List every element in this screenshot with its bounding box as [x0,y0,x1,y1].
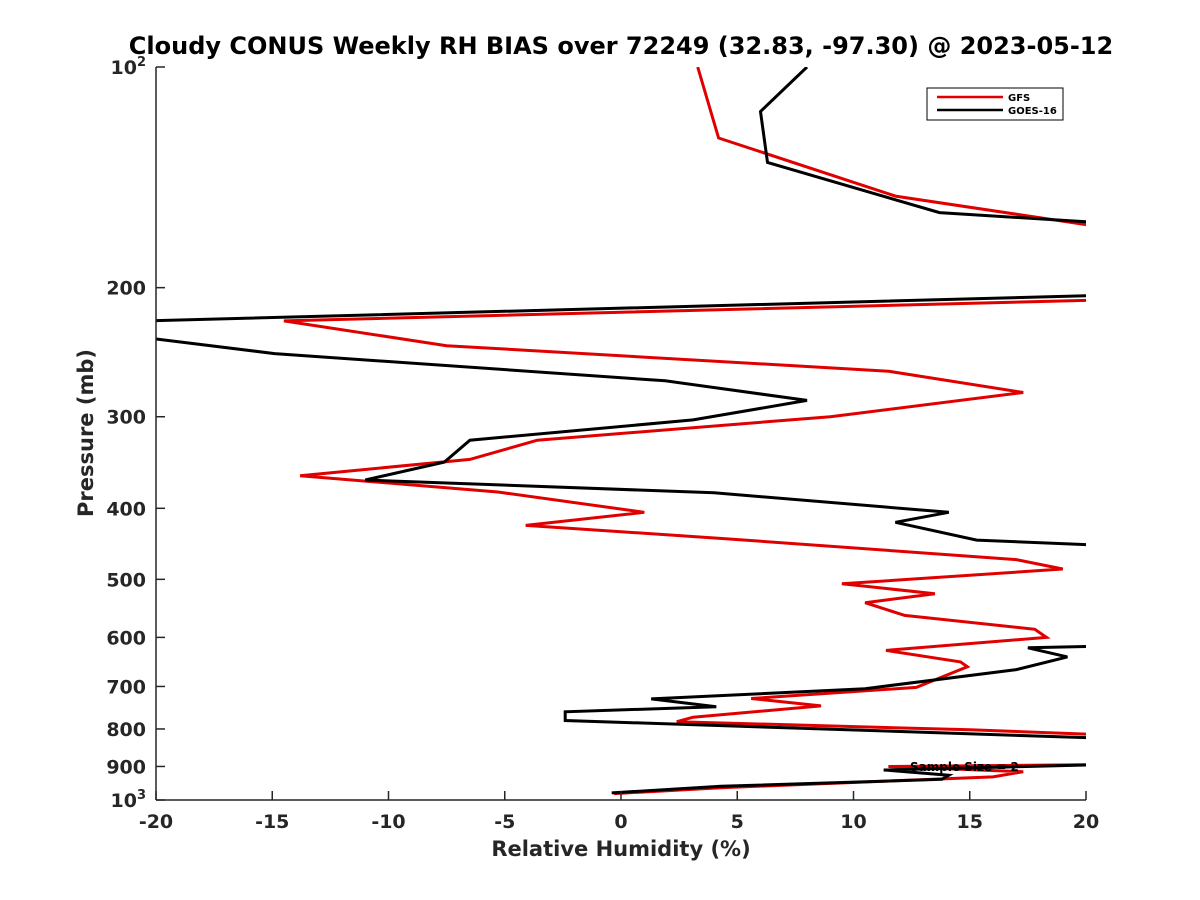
legend: GFS GOES-16 [926,87,1064,121]
y-tick-label: 300 [106,407,146,429]
sample-size-annotation: Sample Size = 2 [910,760,1019,774]
x-tick-label: 15 [957,811,983,833]
x-tick-label: 20 [1073,811,1099,833]
legend-label-gfs: GFS [1008,93,1030,104]
x-tick-label: -5 [494,811,515,833]
y-tick-label: 900 [106,756,146,778]
chart-title: Cloudy CONUS Weekly RH BIAS over 72249 (… [129,32,1113,60]
x-tick-label: -20 [139,811,173,833]
plot-lines [156,67,1086,796]
y-ticks: 102 200 300 400 500 600 700 800 900 103 [106,55,165,812]
legend-box [926,87,1064,121]
series-line-gfs [283,67,1086,796]
y-tick-label: 200 [106,278,146,300]
x-tick-label: 10 [840,811,866,833]
series-line-goes16 [156,67,1086,795]
y-tick-label: 103 [111,788,147,812]
y-tick-label: 400 [106,498,146,520]
y-tick-label: 800 [106,719,146,741]
y-tick-label: 102 [111,55,147,79]
y-tick-label: 500 [106,569,146,591]
x-tick-label: 5 [731,811,744,833]
x-tick-label: -10 [371,811,405,833]
y-tick-label: 700 [106,676,146,698]
x-ticks: -20 -15 -10 -5 0 5 10 15 20 [139,791,1099,833]
x-tick-label: -15 [255,811,289,833]
x-axis-label: Relative Humidity (%) [491,837,750,861]
y-tick-label: 600 [106,627,146,649]
y-axis-label: Pressure (mb) [74,349,98,517]
legend-label-goes16: GOES-16 [1008,106,1057,117]
x-tick-label: 0 [614,811,627,833]
